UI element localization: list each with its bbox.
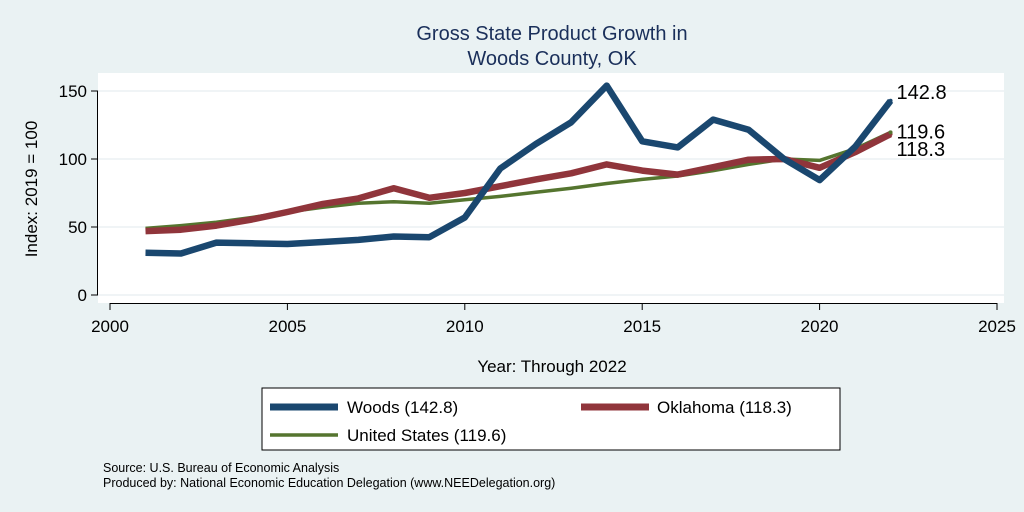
legend-label-oklahoma: Oklahoma (118.3)	[657, 398, 792, 417]
chart-title-line-1: Gross State Product Growth in	[416, 23, 687, 45]
plot-area	[98, 73, 1004, 303]
end-label-united-states: 119.6	[897, 121, 946, 143]
x-tick-label-2000: 2000	[91, 317, 129, 336]
end-label-woods: 142.8	[897, 82, 947, 104]
legend-box	[261, 387, 841, 451]
y-tick-label-50: 50	[68, 218, 87, 237]
legend-label-united-states: United States (119.6)	[347, 426, 506, 445]
series-line-oklahoma	[145, 131, 893, 235]
y-tick-label-100: 100	[59, 150, 87, 169]
x-axis-label: Year: Through 2022	[477, 357, 626, 376]
series-group	[145, 82, 894, 257]
x-tick-label-2025: 2025	[978, 317, 1016, 336]
y-tick-label-0: 0	[78, 286, 87, 305]
gridlines	[98, 90, 1004, 296]
end-marker-woods	[888, 98, 893, 103]
producer-note: Produced by: National Economic Education…	[103, 476, 555, 490]
x-tick-label-2005: 2005	[268, 317, 306, 336]
end-marker-united-states	[888, 130, 893, 135]
chart-title-line-2: Woods County, OK	[467, 48, 637, 70]
y-tick-label-150: 150	[59, 82, 87, 101]
source-note: Source: U.S. Bureau of Economic Analysis	[103, 461, 339, 475]
x-tick-label-2015: 2015	[623, 317, 661, 336]
legend: Woods (142.8) Oklahoma (118.3) United St…	[261, 387, 841, 451]
legend-label-woods: Woods (142.8)	[347, 398, 458, 417]
axes: 0 50 100 150 2000 2005 2010 2015 2020 2025	[59, 82, 1016, 336]
x-tick-label-2010: 2010	[446, 317, 484, 336]
y-axis-label: Index: 2019 = 100	[22, 121, 41, 258]
x-tick-label-2020: 2020	[801, 317, 839, 336]
series-line-woods	[145, 82, 894, 257]
end-label-oklahoma: 118.3	[897, 139, 946, 161]
